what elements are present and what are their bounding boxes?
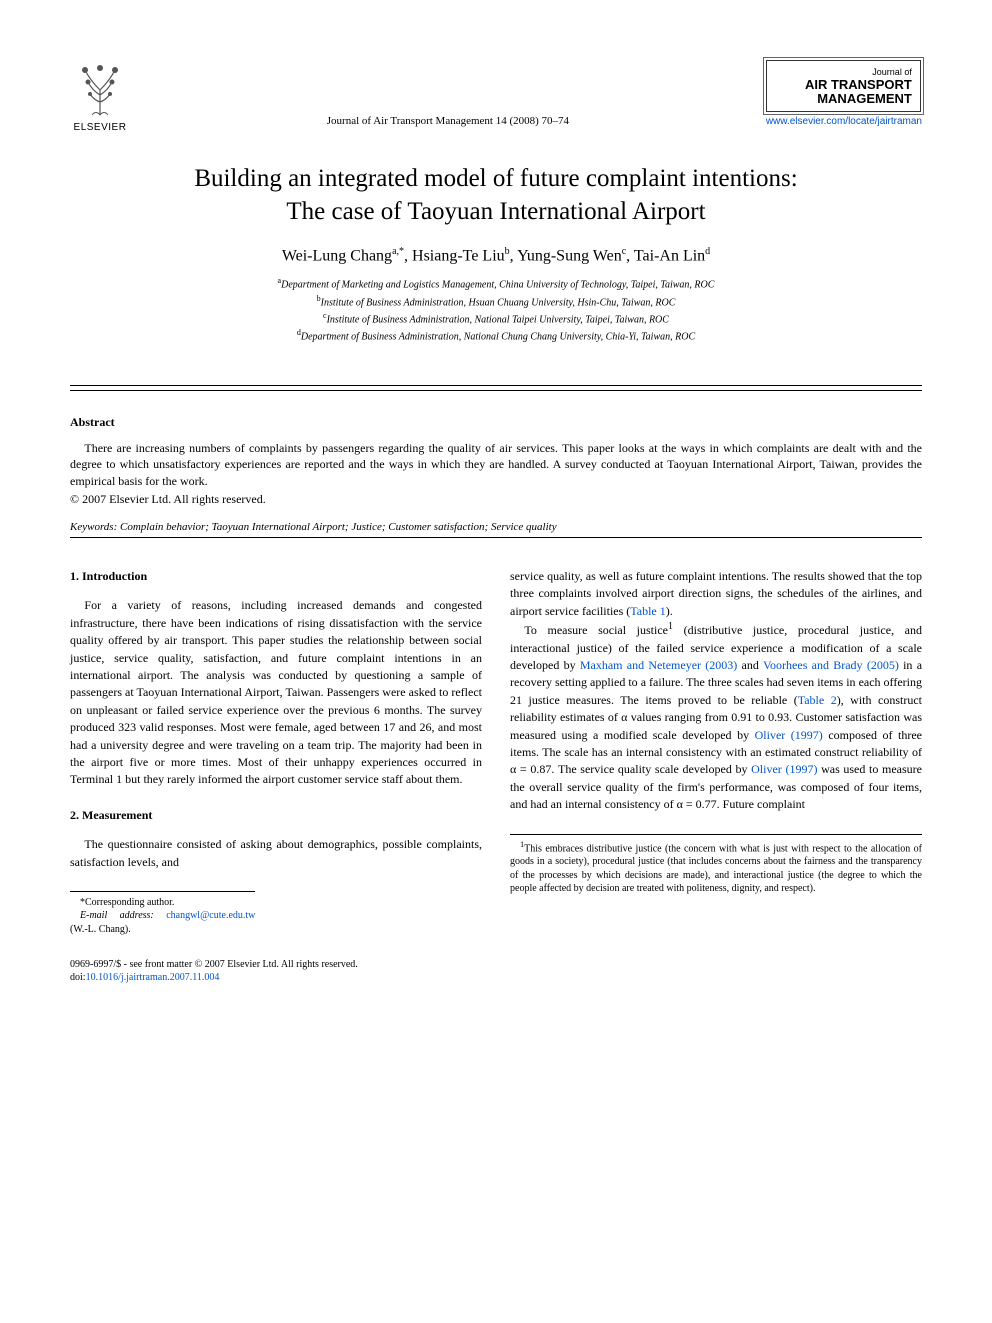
affiliation-line: aDepartment of Marketing and Logistics M… [70, 275, 922, 292]
author-email-link[interactable]: changwl@cute.edu.tw [166, 910, 255, 921]
keywords: Keywords: Complain behavior; Taoyuan Int… [70, 521, 922, 533]
email-note: E-mail address: changwl@cute.edu.tw (W.-… [70, 909, 255, 936]
footnote-1: 1This embraces distributive justice (the… [510, 839, 922, 896]
email-author-name: (W.-L. Chang). [70, 924, 131, 935]
keywords-label: Keywords: [70, 521, 117, 533]
rule-mid [70, 390, 922, 391]
corresponding-author-note: *Corresponding author. [70, 896, 255, 910]
journal-reference: Journal of Air Transport Management 14 (… [130, 60, 766, 127]
abstract-text: There are increasing numbers of complain… [70, 440, 922, 490]
doi-line: doi:10.1016/j.jairtraman.2007.11.004 [70, 971, 482, 984]
doi-label: doi: [70, 972, 86, 983]
intro-paragraph-1: For a variety of reasons, including incr… [70, 597, 482, 788]
body-columns: 1. Introduction For a variety of reasons… [70, 568, 922, 984]
affiliation-line: bInstitute of Business Administration, H… [70, 293, 922, 310]
right-footnotes: 1This embraces distributive justice (the… [510, 834, 922, 896]
c2p2-b: and [737, 658, 763, 672]
ref-voorhees-brady-2005[interactable]: Voorhees and Brady (2005) [763, 658, 899, 672]
section-2-heading: 2. Measurement [70, 807, 482, 824]
table-1-link[interactable]: Table 1 [630, 604, 665, 618]
column-right: service quality, as well as future compl… [510, 568, 922, 984]
elsevier-tree-icon [70, 60, 130, 120]
article-meta: 0969-6997/$ - see front matter © 2007 El… [70, 958, 482, 984]
abstract-copyright: © 2007 Elsevier Ltd. All rights reserved… [70, 492, 922, 507]
ref-oliver-1997-b[interactable]: Oliver (1997) [751, 762, 817, 776]
left-footnotes: *Corresponding author. E-mail address: c… [70, 891, 255, 937]
affiliation-line: cInstitute of Business Administration, N… [70, 310, 922, 327]
col2-p1-pre: service quality, as well as future compl… [510, 569, 922, 618]
abstract-label: Abstract [70, 415, 922, 430]
email-label: E-mail address: [80, 910, 166, 921]
col2-p1-post: ). [666, 604, 673, 618]
journal-box-line2: AIR TRANSPORT MANAGEMENT [775, 78, 912, 107]
col2-paragraph-1: service quality, as well as future compl… [510, 568, 922, 620]
authors: Wei-Lung Changa,*, Hsiang-Te Liub, Yung-… [70, 246, 922, 265]
rule-bottom [70, 537, 922, 538]
col2-paragraph-2: To measure social justice1 (distributive… [510, 620, 922, 813]
ref-maxham-netemeyer-2003[interactable]: Maxham and Netemeyer (2003) [580, 658, 737, 672]
c2p2-pre: To measure social justice [524, 623, 668, 637]
measurement-paragraph-1: The questionnaire consisted of asking ab… [70, 836, 482, 871]
publisher-logo: ELSEVIER [70, 60, 130, 133]
doi-link[interactable]: 10.1016/j.jairtraman.2007.11.004 [86, 972, 220, 983]
title-line2: The case of Taoyuan International Airpor… [286, 198, 705, 225]
journal-box-wrap: Journal of AIR TRANSPORT MANAGEMENT www.… [766, 60, 922, 127]
keywords-text: Complain behavior; Taoyuan International… [120, 521, 557, 533]
ref-oliver-1997-a[interactable]: Oliver (1997) [755, 728, 823, 742]
article-title: Building an integrated model of future c… [70, 163, 922, 228]
abstract-block: Abstract There are increasing numbers of… [70, 415, 922, 507]
rule-top [70, 385, 922, 386]
journal-url[interactable]: www.elsevier.com/locate/jairtraman [766, 116, 922, 127]
footnote-1-text: This embraces distributive justice (the … [510, 843, 922, 895]
publisher-label: ELSEVIER [74, 122, 127, 133]
front-matter-line: 0969-6997/$ - see front matter © 2007 El… [70, 958, 482, 971]
table-2-link[interactable]: Table 2 [798, 693, 837, 707]
section-1-heading: 1. Introduction [70, 568, 482, 585]
journal-title-box: Journal of AIR TRANSPORT MANAGEMENT [766, 60, 921, 112]
journal-box-line1: Journal of [775, 67, 912, 77]
page-header: ELSEVIER Journal of Air Transport Manage… [70, 60, 922, 133]
column-left: 1. Introduction For a variety of reasons… [70, 568, 482, 984]
affiliation-line: dDepartment of Business Administration, … [70, 327, 922, 344]
affiliations: aDepartment of Marketing and Logistics M… [70, 275, 922, 344]
title-line1: Building an integrated model of future c… [194, 165, 797, 192]
